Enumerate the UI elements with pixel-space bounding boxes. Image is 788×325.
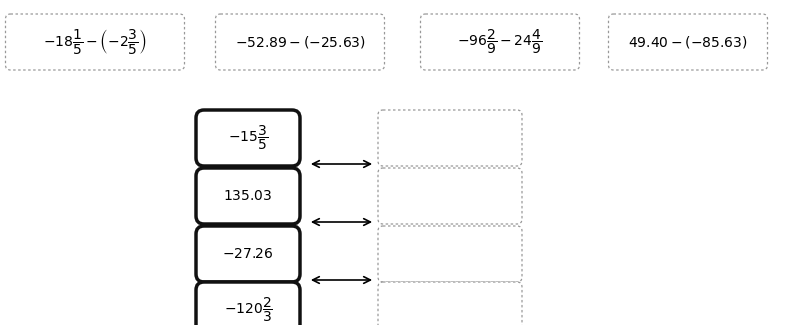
- FancyBboxPatch shape: [6, 14, 184, 70]
- Text: $-18\dfrac{1}{5}-\left(-2\dfrac{3}{5}\right)$: $-18\dfrac{1}{5}-\left(-2\dfrac{3}{5}\ri…: [43, 28, 147, 57]
- Text: $-96\dfrac{2}{9}-24\dfrac{4}{9}$: $-96\dfrac{2}{9}-24\dfrac{4}{9}$: [457, 28, 543, 56]
- FancyBboxPatch shape: [215, 14, 385, 70]
- FancyBboxPatch shape: [196, 226, 300, 282]
- FancyBboxPatch shape: [378, 282, 522, 325]
- Text: $-15\dfrac{3}{5}$: $-15\dfrac{3}{5}$: [228, 124, 268, 152]
- Text: $135.03$: $135.03$: [223, 189, 273, 203]
- FancyBboxPatch shape: [378, 226, 522, 282]
- FancyBboxPatch shape: [421, 14, 579, 70]
- FancyBboxPatch shape: [196, 282, 300, 325]
- Text: $-27.26$: $-27.26$: [222, 247, 274, 261]
- Text: $-120\dfrac{2}{3}$: $-120\dfrac{2}{3}$: [224, 296, 273, 324]
- Text: $49.40-(-85.63)$: $49.40-(-85.63)$: [628, 34, 748, 50]
- FancyBboxPatch shape: [608, 14, 768, 70]
- FancyBboxPatch shape: [378, 110, 522, 166]
- FancyBboxPatch shape: [196, 110, 300, 166]
- FancyBboxPatch shape: [196, 168, 300, 224]
- FancyBboxPatch shape: [378, 168, 522, 224]
- Text: $-52.89-(-25.63)$: $-52.89-(-25.63)$: [235, 34, 366, 50]
